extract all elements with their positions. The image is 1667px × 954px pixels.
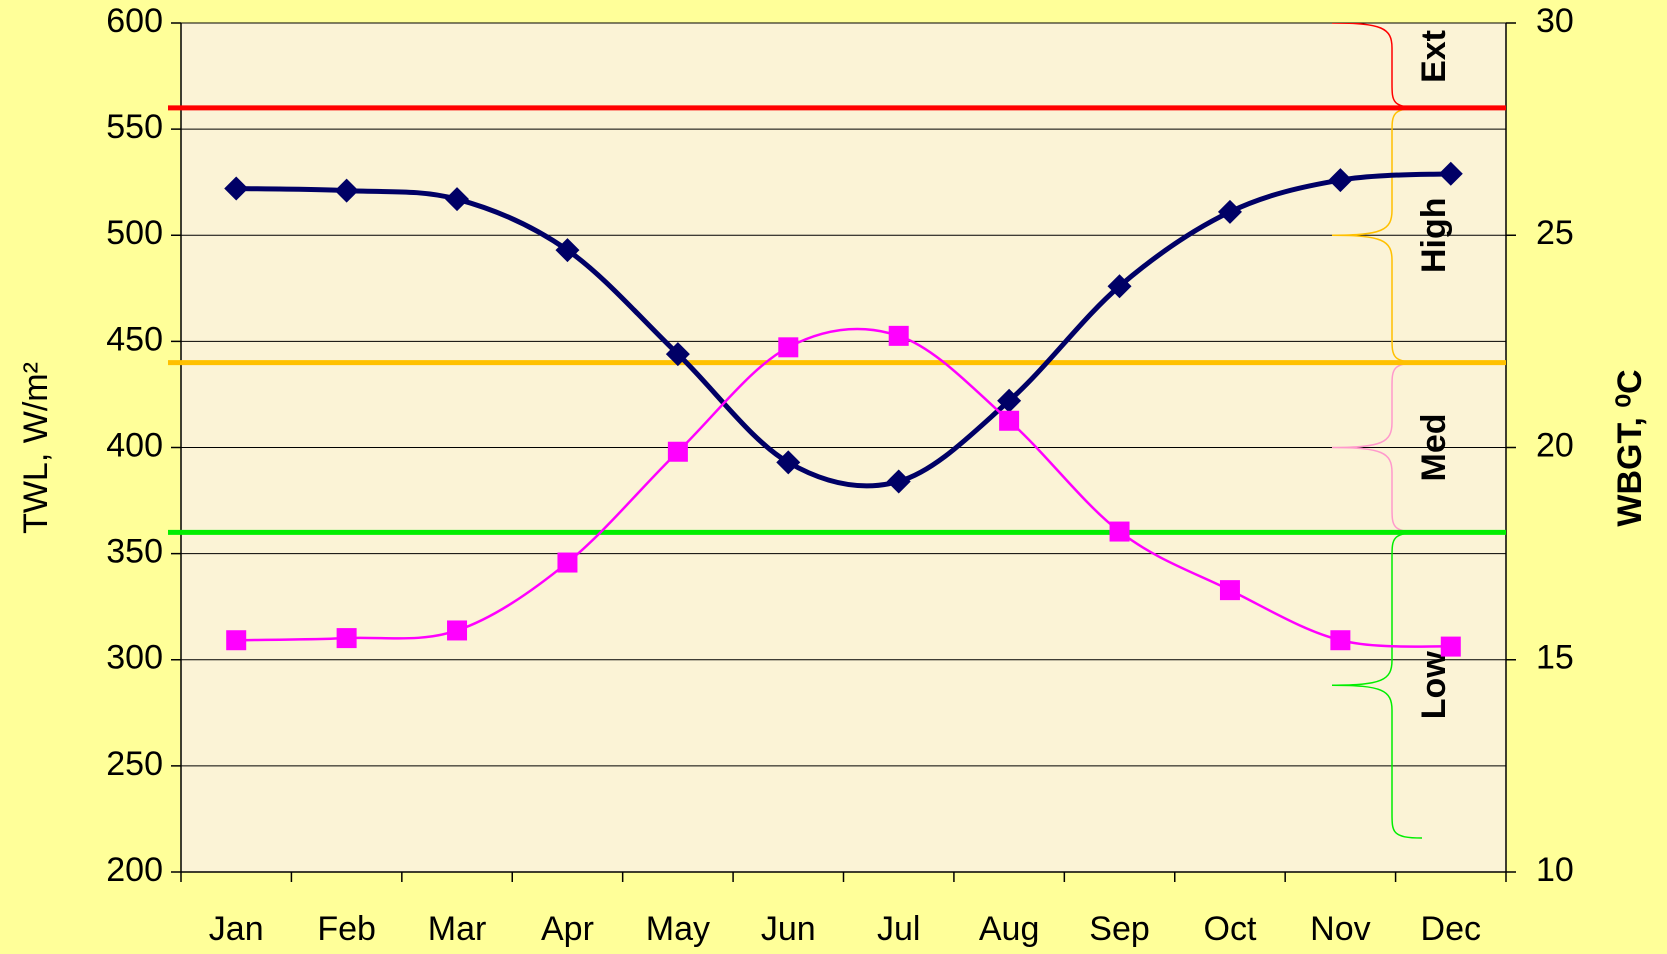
- x-tick-label: Sep: [1089, 910, 1150, 948]
- zone-brace: [1331, 531, 1423, 839]
- y2-tick-label: 20: [1536, 426, 1574, 464]
- marker: [226, 630, 247, 651]
- y-tick-label: 400: [106, 426, 163, 464]
- marker: [1107, 274, 1132, 299]
- y-tick-label: 500: [106, 214, 163, 252]
- x-tick-label: Feb: [317, 910, 376, 948]
- marker: [1217, 199, 1242, 224]
- y-tick-label: 450: [106, 320, 163, 358]
- x-tick-label: Oct: [1204, 910, 1257, 948]
- x-tick-label: Aug: [979, 910, 1040, 948]
- marker: [667, 441, 688, 462]
- marker: [1219, 580, 1240, 601]
- marker: [224, 176, 249, 201]
- y-tick-label: 550: [106, 108, 163, 146]
- x-tick-label: Nov: [1310, 910, 1370, 948]
- marker: [999, 410, 1020, 431]
- zone-label: Ext: [1415, 30, 1453, 83]
- x-tick-label: Apr: [541, 910, 594, 948]
- marker: [336, 628, 357, 649]
- y-tick-label: 250: [106, 745, 163, 783]
- marker: [778, 337, 799, 358]
- zone-brace: [1331, 361, 1423, 534]
- x-tick-label: Jun: [761, 910, 816, 948]
- y-tick-label: 600: [106, 2, 163, 40]
- y-tick-label: 350: [106, 533, 163, 571]
- marker: [665, 342, 690, 367]
- y-tick-label: 200: [106, 851, 163, 889]
- zone-brace: [1331, 23, 1423, 109]
- y-tick-label: 300: [106, 639, 163, 677]
- y-axis-title: TWL, W/m²: [17, 362, 55, 534]
- marker: [447, 620, 468, 641]
- zone-braces: Ext High Med Low: [1331, 23, 1453, 839]
- y2-tick-label: 30: [1536, 2, 1574, 40]
- marker: [557, 552, 578, 573]
- marker: [1440, 636, 1461, 657]
- marker: [1328, 168, 1353, 193]
- marker: [1438, 161, 1463, 186]
- zone-label: High: [1415, 197, 1453, 273]
- y2-tick-label: 15: [1536, 639, 1574, 677]
- x-tick-label: May: [646, 910, 710, 948]
- x-tick-label: Dec: [1421, 910, 1481, 948]
- zone-label: Low: [1415, 651, 1453, 720]
- marker: [888, 325, 909, 346]
- y2-tick-label: 25: [1536, 214, 1574, 252]
- marker: [555, 238, 580, 263]
- marker: [1330, 630, 1351, 651]
- marker: [776, 450, 801, 475]
- x-tick-label: Jan: [209, 910, 264, 948]
- marker: [334, 178, 359, 203]
- x-tick-label: Mar: [428, 910, 487, 948]
- marker: [445, 187, 470, 212]
- y2-axis-title: WBGT, ⁰C: [1611, 369, 1649, 526]
- marker: [886, 469, 911, 494]
- marker: [1109, 521, 1130, 542]
- y2-tick-label: 10: [1536, 851, 1574, 889]
- zone-brace: [1331, 107, 1423, 364]
- x-tick-label: Jul: [877, 910, 920, 948]
- marker: [997, 388, 1022, 413]
- zone-label: Med: [1415, 414, 1453, 482]
